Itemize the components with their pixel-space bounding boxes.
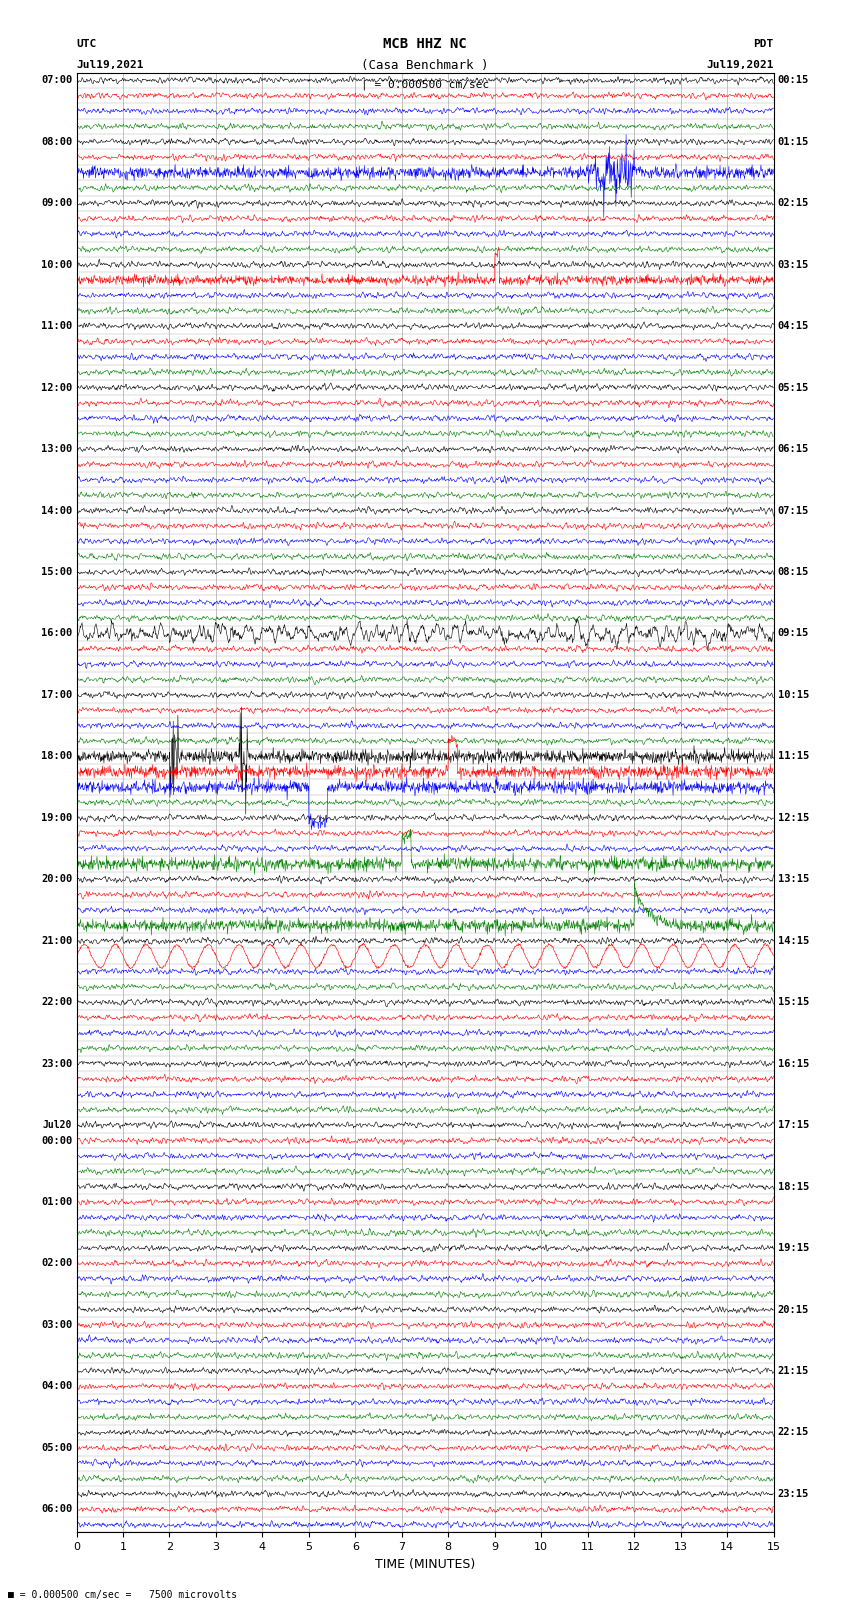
Text: 01:00: 01:00 <box>41 1197 72 1207</box>
Text: 00:00: 00:00 <box>41 1136 72 1145</box>
Text: | = 0.000500 cm/sec: | = 0.000500 cm/sec <box>361 79 489 90</box>
Text: 03:15: 03:15 <box>778 260 809 269</box>
Text: 21:00: 21:00 <box>41 936 72 945</box>
Text: 01:15: 01:15 <box>778 137 809 147</box>
Text: 13:00: 13:00 <box>41 444 72 453</box>
Text: 15:15: 15:15 <box>778 997 809 1007</box>
Text: 09:00: 09:00 <box>41 198 72 208</box>
Text: 19:15: 19:15 <box>778 1244 809 1253</box>
Text: 00:15: 00:15 <box>778 76 809 85</box>
Text: 10:00: 10:00 <box>41 260 72 269</box>
Text: UTC: UTC <box>76 39 97 50</box>
Text: 21:15: 21:15 <box>778 1366 809 1376</box>
Text: 19:00: 19:00 <box>41 813 72 823</box>
Text: 06:15: 06:15 <box>778 444 809 453</box>
Text: 23:15: 23:15 <box>778 1489 809 1498</box>
Text: 03:00: 03:00 <box>41 1319 72 1329</box>
Text: (Casa Benchmark ): (Casa Benchmark ) <box>361 58 489 73</box>
Text: MCB HHZ NC: MCB HHZ NC <box>383 37 467 52</box>
Text: 20:15: 20:15 <box>778 1305 809 1315</box>
Text: 22:00: 22:00 <box>41 997 72 1007</box>
Text: 09:15: 09:15 <box>778 629 809 639</box>
Text: 11:15: 11:15 <box>778 752 809 761</box>
Text: 18:00: 18:00 <box>41 752 72 761</box>
Text: 07:00: 07:00 <box>41 76 72 85</box>
X-axis label: TIME (MINUTES): TIME (MINUTES) <box>375 1558 475 1571</box>
Text: 16:15: 16:15 <box>778 1058 809 1069</box>
Text: 07:15: 07:15 <box>778 505 809 516</box>
Text: 05:00: 05:00 <box>41 1444 72 1453</box>
Text: 22:15: 22:15 <box>778 1428 809 1437</box>
Text: 11:00: 11:00 <box>41 321 72 331</box>
Text: 04:15: 04:15 <box>778 321 809 331</box>
Text: 06:00: 06:00 <box>41 1505 72 1515</box>
Text: 12:00: 12:00 <box>41 382 72 392</box>
Text: 17:15: 17:15 <box>778 1119 809 1131</box>
Text: 23:00: 23:00 <box>41 1058 72 1069</box>
Text: 14:00: 14:00 <box>41 505 72 516</box>
Text: 20:00: 20:00 <box>41 874 72 884</box>
Text: 05:15: 05:15 <box>778 382 809 392</box>
Text: Jul20: Jul20 <box>42 1119 72 1131</box>
Text: 14:15: 14:15 <box>778 936 809 945</box>
Text: 08:00: 08:00 <box>41 137 72 147</box>
Text: 18:15: 18:15 <box>778 1182 809 1192</box>
Text: Jul19,2021: Jul19,2021 <box>76 60 144 71</box>
Text: 10:15: 10:15 <box>778 690 809 700</box>
Text: 08:15: 08:15 <box>778 568 809 577</box>
Text: ■ = 0.000500 cm/sec =   7500 microvolts: ■ = 0.000500 cm/sec = 7500 microvolts <box>8 1590 238 1600</box>
Text: 17:00: 17:00 <box>41 690 72 700</box>
Text: 02:15: 02:15 <box>778 198 809 208</box>
Text: 15:00: 15:00 <box>41 568 72 577</box>
Text: 02:00: 02:00 <box>41 1258 72 1268</box>
Text: PDT: PDT <box>753 39 774 50</box>
Text: 13:15: 13:15 <box>778 874 809 884</box>
Text: 12:15: 12:15 <box>778 813 809 823</box>
Text: 16:00: 16:00 <box>41 629 72 639</box>
Text: Jul19,2021: Jul19,2021 <box>706 60 774 71</box>
Text: 04:00: 04:00 <box>41 1381 72 1392</box>
